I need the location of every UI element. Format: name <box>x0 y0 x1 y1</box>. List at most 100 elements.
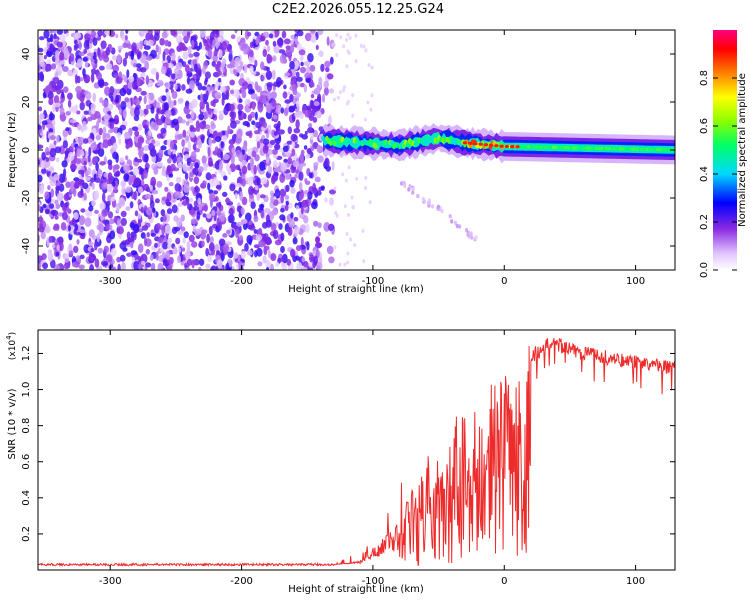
heatmap-speckle <box>364 48 368 53</box>
heatmap-noise-cell <box>240 250 246 259</box>
heatmap-noise-cell <box>96 233 101 243</box>
heatmap-noise-cell <box>241 149 245 156</box>
x-tick-label: -200 <box>230 576 253 587</box>
colorbar: 0.0 0.2 0.4 0.6 0.8 Normalized spectral ampl… <box>699 30 748 278</box>
heatmap-noise-cell <box>175 176 182 183</box>
signal-line-core <box>321 135 325 142</box>
heatmap-noise-cell <box>201 240 205 248</box>
heatmap-noise-cell <box>140 206 144 214</box>
heatmap-noise-cell <box>130 250 138 256</box>
heatmap-noise-cell <box>241 81 249 90</box>
heatmap-speckle <box>341 172 345 177</box>
heatmap-noise-cell <box>188 101 195 111</box>
heatmap-noise-cell <box>215 184 222 190</box>
heatmap-noise-cell <box>56 135 60 143</box>
heatmap-noise-cell <box>331 161 335 171</box>
x-tick-label: -200 <box>230 276 253 287</box>
heatmap-noise-cell <box>186 157 191 164</box>
heatmap-noise-cell <box>63 263 70 270</box>
heatmap-noise-cell <box>253 229 258 234</box>
heatmap-noise-cell <box>109 230 116 240</box>
heatmap-noise-cell <box>137 158 143 163</box>
heatmap-noise-cell <box>232 68 237 75</box>
heatmap-noise-cell <box>303 145 308 150</box>
heatmap-noise-cell <box>239 191 244 201</box>
heatmap-speckle <box>370 93 374 98</box>
heatmap-noise-cell <box>119 254 126 262</box>
heatmap-noise-cell <box>199 30 206 38</box>
heatmap-noise-cell <box>298 49 306 56</box>
colorbar-gradient <box>713 30 737 270</box>
heatmap-speckle <box>338 262 342 267</box>
heatmap-noise-cell <box>202 66 206 75</box>
heatmap-noise-cell <box>215 136 222 143</box>
heatmap-noise-cell <box>49 147 57 158</box>
heatmap-noise-cell <box>213 190 219 195</box>
heatmap-noise-cell <box>267 83 272 92</box>
heatmap-noise-cell <box>87 167 92 176</box>
heatmap-noise-cell <box>139 108 144 117</box>
heatmap-noise-cell <box>260 209 265 219</box>
heatmap-noise-cell <box>254 59 258 68</box>
chart-title: C2E2.2026.055.12.25.G24 <box>271 2 445 17</box>
heatmap-branch-cell <box>408 184 412 189</box>
heatmap-noise-cell <box>107 211 114 219</box>
heatmap-noise-cell <box>139 167 145 175</box>
heatmap-noise-cell <box>243 63 248 74</box>
heatmap-noise-cell <box>162 251 166 258</box>
heatmap-noise-cell <box>113 114 120 125</box>
heatmap-noise-cell <box>90 247 95 253</box>
heatmap-noise-cell <box>73 212 78 218</box>
heatmap-noise-cell <box>303 84 308 93</box>
heatmap-noise-cell <box>275 262 280 267</box>
heatmap-noise-cell <box>119 88 127 97</box>
y-tick-label: 0.8 <box>21 418 32 434</box>
heatmap-noise-cell <box>209 86 216 91</box>
heatmap-noise-cell <box>98 79 105 88</box>
heatmap-noise-cell <box>122 57 127 67</box>
heatmap-noise-cell <box>189 162 194 170</box>
heatmap-noise-cell <box>173 191 181 199</box>
heatmap-noise-cell <box>253 244 260 249</box>
heatmap-noise-cell <box>74 180 80 185</box>
heatmap-noise-cell <box>195 69 202 79</box>
heatmap-noise-cell <box>97 247 104 254</box>
heatmap-noise-cell <box>38 36 45 41</box>
heatmap-noise-cell <box>286 140 293 145</box>
heatmap-noise-cell <box>271 149 278 155</box>
heatmap-noise-cell <box>137 51 142 59</box>
signal-line-peak <box>488 143 494 147</box>
heatmap-noise-cell <box>102 261 109 267</box>
heatmap-noise-cell <box>94 209 99 214</box>
heatmap-noise-cell <box>227 167 232 175</box>
heatmap-noise-cell <box>203 111 209 120</box>
heatmap-branch-cell <box>453 220 458 226</box>
heatmap-noise-cell <box>253 215 259 223</box>
heatmap-noise-cell <box>274 239 282 246</box>
heatmap-noise-cell <box>237 103 244 111</box>
heatmap-noise-cell <box>278 129 285 135</box>
heatmap-noise-cell <box>298 163 303 171</box>
heatmap-noise-cell <box>128 75 135 83</box>
heatmap-noise-cell <box>234 30 238 34</box>
heatmap-noise-cell <box>118 197 126 208</box>
heatmap-noise-cell <box>173 99 177 106</box>
y-tick-label: 0.6 <box>21 454 32 470</box>
heatmap-speckle <box>346 32 350 37</box>
heatmap-noise-cell <box>194 63 198 73</box>
heatmap-noise-cell <box>156 161 163 167</box>
heatmap-noise-cell <box>329 197 334 206</box>
heatmap-noise-cell <box>143 95 147 105</box>
heatmap-noise-cell <box>317 30 324 36</box>
heatmap-noise-cell <box>226 229 231 234</box>
y-tick-label: 40 <box>21 48 32 61</box>
heatmap-noise-cell <box>211 248 215 256</box>
heatmap-noise-cell <box>135 63 142 68</box>
heatmap-noise-cell <box>267 148 273 155</box>
heatmap-noise-cell <box>254 111 258 121</box>
heatmap-noise-cell <box>115 33 119 39</box>
heatmap-noise-cell <box>167 243 172 250</box>
heatmap-noise-cell <box>116 54 122 64</box>
heatmap-noise-cell <box>39 113 45 120</box>
heatmap-noise-cell <box>266 132 270 139</box>
